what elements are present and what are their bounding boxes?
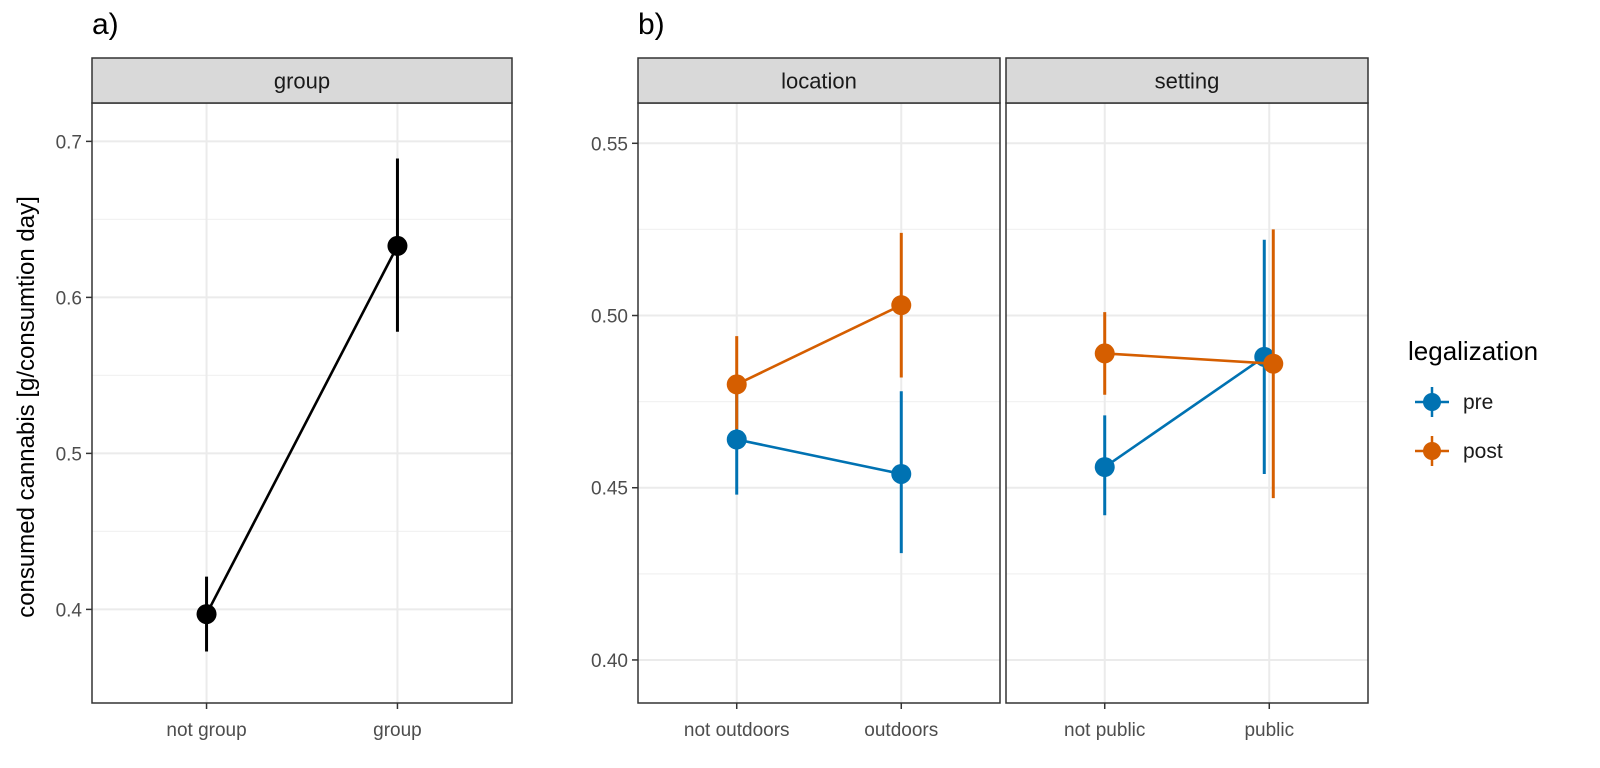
legend-item-pre: pre <box>1415 387 1493 417</box>
panel-a-strip-label: group <box>274 69 330 94</box>
panel-b-location-x-tick-label: outdoors <box>864 720 938 741</box>
panel-b-location-pre-point <box>891 463 912 484</box>
panel-b-location-y-tick-label: 0.55 <box>591 134 628 155</box>
panel-a-strip <box>91 57 513 104</box>
panel-a-tag: a) <box>92 8 119 41</box>
panel-b-location-y-tick-label: 0.40 <box>591 651 628 672</box>
y-axis-label: consumed cannabis [g/consumtion day] <box>13 196 40 618</box>
legend-key-post-point <box>1423 442 1441 460</box>
panel-a-x-tick-label: group <box>373 720 422 741</box>
panel-a-y-tick-label: 0.4 <box>56 600 83 621</box>
panel-b-location-pre-point <box>726 429 747 450</box>
panel-b-setting-post-point <box>1094 343 1115 364</box>
legend-item-post: post <box>1415 436 1503 466</box>
panel-b-setting-strip-label: setting <box>1155 69 1220 94</box>
legend: legalization pre post <box>1408 336 1538 466</box>
panel-b-location-panel-background <box>638 103 1000 703</box>
panel-a-x-tick-label: not group <box>166 720 246 741</box>
panel-a-panel-background <box>92 103 512 703</box>
panel-a-series-line <box>205 245 399 615</box>
panel-a-y-tick-label: 0.6 <box>56 288 82 309</box>
panel-b-tag: b) <box>638 8 665 41</box>
panel-a-series-point <box>387 235 408 256</box>
panel-b-location-strip-label: location <box>781 69 857 94</box>
panel-b-location-y-tick-label: 0.50 <box>591 307 628 328</box>
panel-a-y-tick-label: 0.5 <box>56 444 82 465</box>
panel-a-y-tick-label: 0.7 <box>56 132 82 153</box>
legend-label-post: post <box>1463 440 1503 463</box>
panel-b-setting-pre-line <box>1103 355 1266 469</box>
panel-b-location-post-point <box>891 295 912 316</box>
panel-b-setting-post-point <box>1263 353 1284 374</box>
panel-b-setting-pre-point <box>1094 457 1115 478</box>
panel-b: location not outdoors outdoors 0.40 0.45 0.50… <box>591 57 1369 741</box>
legend-label-pre: pre <box>1463 391 1493 414</box>
legend-key-pre-point <box>1423 393 1441 411</box>
panel-b-location-pre-line <box>736 438 902 476</box>
panel-b-setting-x-tick-label: not public <box>1064 720 1145 741</box>
panel-b-setting-panel-background <box>1006 103 1368 703</box>
panel-b-location-x-tick-label: not outdoors <box>684 720 790 741</box>
legend-title: legalization <box>1408 336 1538 366</box>
panel-a-series-point <box>196 604 217 625</box>
panel-b-facet-setting: setting not public public <box>1005 57 1369 741</box>
panel-b-setting-strip <box>1005 57 1369 104</box>
panel-b-setting-post-line <box>1104 352 1274 366</box>
panel-b-location-post-line <box>736 304 902 386</box>
panel-a: group not group group 0.4 0.5 0.6 0.7 <box>56 57 513 741</box>
panel-b-location-post-point <box>726 374 747 395</box>
panel-b-location-y-tick-label: 0.45 <box>591 479 628 500</box>
panel-b-facet-location: location not outdoors outdoors 0.40 0.45 0.50… <box>591 57 1001 741</box>
panel-b-location-strip <box>637 57 1001 104</box>
panel-b-setting-x-tick-label: public <box>1244 720 1294 741</box>
